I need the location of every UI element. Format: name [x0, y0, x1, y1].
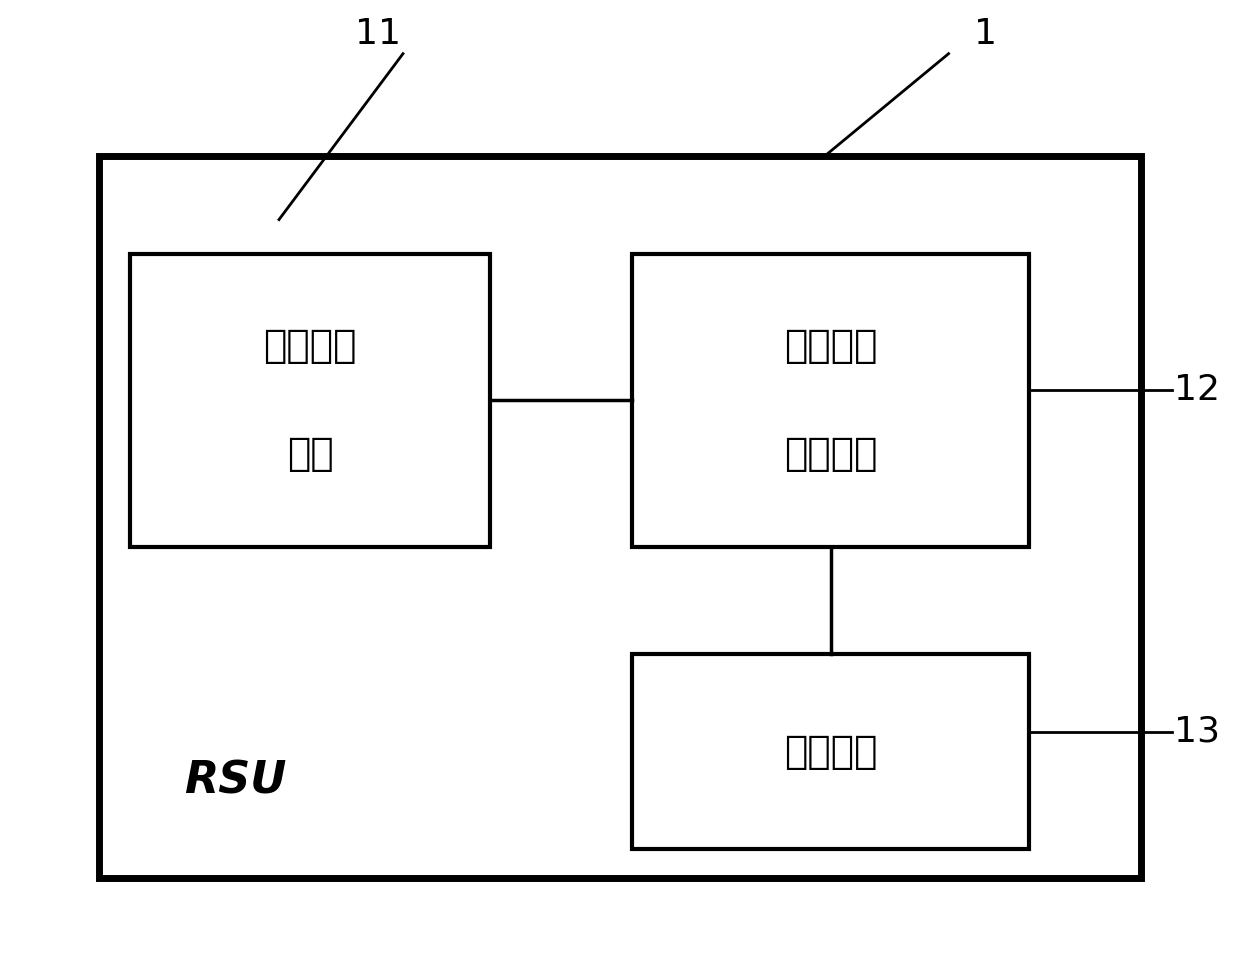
Bar	[632, 654, 1029, 849]
Bar	[632, 254, 1029, 547]
Text: 通信单元: 通信单元	[784, 733, 878, 770]
Text: 通行顺序: 通行顺序	[784, 328, 878, 365]
Bar	[130, 254, 490, 547]
Text: 决策单元: 决策单元	[784, 435, 878, 472]
Bar	[99, 156, 1141, 878]
Text: 11: 11	[355, 18, 402, 51]
Text: 12: 12	[1173, 374, 1220, 407]
Text: 13: 13	[1173, 715, 1220, 749]
Text: 通行控制: 通行控制	[263, 328, 357, 365]
Text: RSU: RSU	[185, 759, 286, 802]
Text: 1: 1	[975, 18, 997, 51]
Text: 单元: 单元	[286, 435, 334, 472]
